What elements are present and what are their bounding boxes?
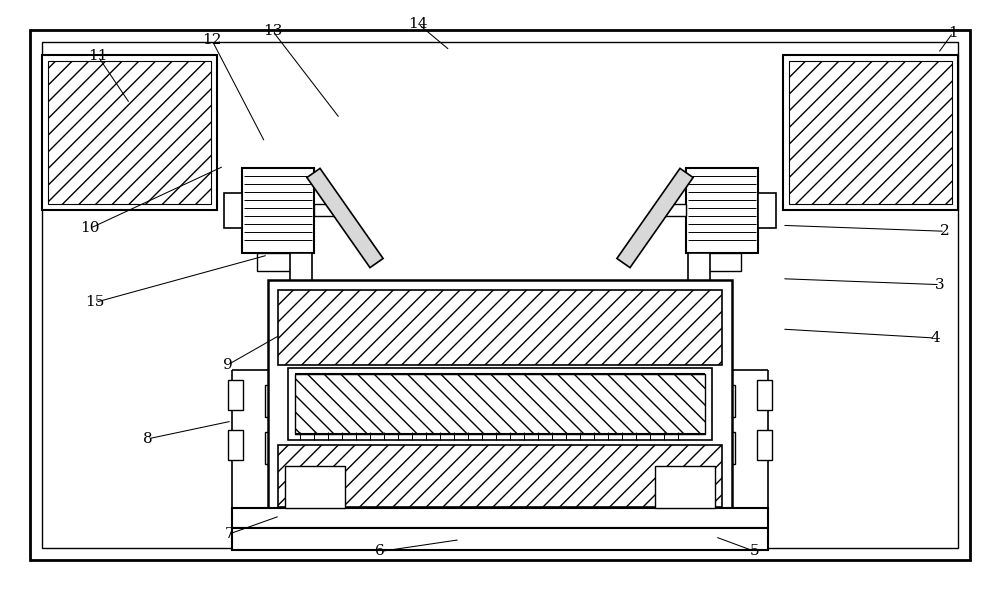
Bar xyxy=(757,430,772,460)
Text: 1: 1 xyxy=(948,25,958,40)
Bar xyxy=(278,445,722,507)
Bar xyxy=(701,253,741,271)
Bar xyxy=(719,432,735,464)
Text: 10: 10 xyxy=(80,221,100,235)
Text: 2: 2 xyxy=(940,224,950,238)
Bar xyxy=(42,55,217,210)
Text: 12: 12 xyxy=(202,33,222,47)
Bar xyxy=(758,193,776,228)
Bar xyxy=(42,42,958,548)
Bar xyxy=(655,466,715,508)
Text: 11: 11 xyxy=(88,49,108,63)
Bar xyxy=(228,380,243,410)
Text: 5: 5 xyxy=(750,544,760,559)
Bar xyxy=(670,365,728,379)
Bar xyxy=(242,168,314,253)
Bar xyxy=(757,380,772,410)
Polygon shape xyxy=(617,168,693,267)
Bar xyxy=(265,432,281,464)
Bar xyxy=(48,61,211,204)
Bar xyxy=(30,30,970,560)
Text: 13: 13 xyxy=(263,24,283,39)
Bar xyxy=(314,204,344,216)
Text: 9: 9 xyxy=(223,358,233,372)
Bar xyxy=(272,365,330,379)
Bar xyxy=(295,374,705,434)
Bar xyxy=(789,61,952,204)
Text: 7: 7 xyxy=(225,527,235,541)
Bar xyxy=(268,280,732,515)
Bar xyxy=(285,466,345,508)
Text: 14: 14 xyxy=(408,17,428,31)
Bar xyxy=(686,168,758,253)
Text: 4: 4 xyxy=(930,331,940,345)
Text: 8: 8 xyxy=(143,432,153,446)
Bar xyxy=(265,385,281,417)
Bar xyxy=(224,193,242,228)
Bar xyxy=(278,290,722,365)
Bar xyxy=(290,253,312,368)
Bar xyxy=(232,528,768,550)
Text: 15: 15 xyxy=(85,295,105,310)
Bar xyxy=(288,368,712,440)
Bar xyxy=(719,385,735,417)
Bar xyxy=(232,508,768,528)
Bar xyxy=(688,253,710,368)
Bar xyxy=(257,253,297,271)
Polygon shape xyxy=(307,168,383,267)
Bar xyxy=(228,430,243,460)
Text: 6: 6 xyxy=(375,544,385,559)
Bar xyxy=(656,204,686,216)
Text: 3: 3 xyxy=(935,278,945,292)
Bar xyxy=(783,55,958,210)
